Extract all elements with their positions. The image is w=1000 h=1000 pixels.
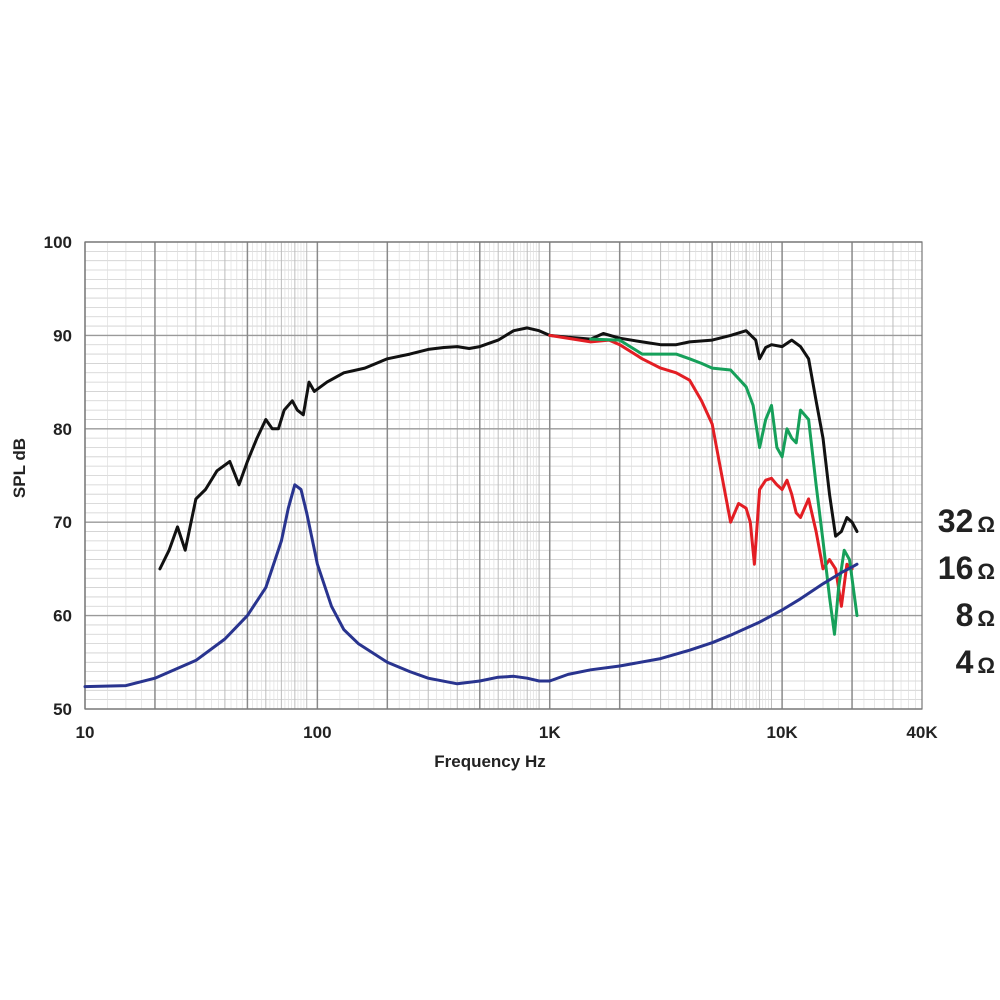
legend-item: 32 Ω: [938, 503, 995, 539]
legend-unit: Ω: [977, 606, 995, 631]
legend-number: 16: [938, 550, 974, 586]
x-tick-label: 1K: [539, 723, 561, 742]
legend-unit: Ω: [977, 559, 995, 584]
y-tick-label: 100: [44, 233, 72, 252]
legend-number: 32: [938, 503, 974, 539]
legend-unit: Ω: [977, 653, 995, 678]
plot-frame: [84, 241, 923, 710]
y-tick-label: 60: [53, 607, 72, 626]
y-tick-label: 90: [53, 326, 72, 345]
y-tick-label: 80: [53, 420, 72, 439]
x-axis-ticks: 10 100 1K 10K 40K: [76, 723, 939, 742]
x-axis-title: Frequency Hz: [434, 752, 545, 771]
series-line-2: [589, 337, 859, 636]
series-layer: [83, 326, 859, 689]
y-axis-ticks: 50 60 70 80 90 100: [44, 233, 72, 719]
y-axis-title: SPL dB: [10, 438, 29, 498]
series-line-1: [548, 333, 854, 608]
y-tick-label: 70: [53, 513, 72, 532]
legend-item: 16 Ω: [938, 550, 995, 586]
x-tick-label: 100: [303, 723, 331, 742]
y-tick-label: 50: [53, 700, 72, 719]
series-line-0: [158, 326, 859, 571]
legend: 32 Ω16 Ω8 Ω4 Ω: [938, 503, 995, 680]
legend-number: 8: [956, 597, 974, 633]
legend-number: 4: [956, 644, 974, 680]
legend-unit: Ω: [977, 512, 995, 537]
series-line-3: [83, 483, 859, 689]
x-tick-label: 10K: [767, 723, 799, 742]
x-tick-label: 10: [76, 723, 95, 742]
x-tick-label: 40K: [906, 723, 938, 742]
